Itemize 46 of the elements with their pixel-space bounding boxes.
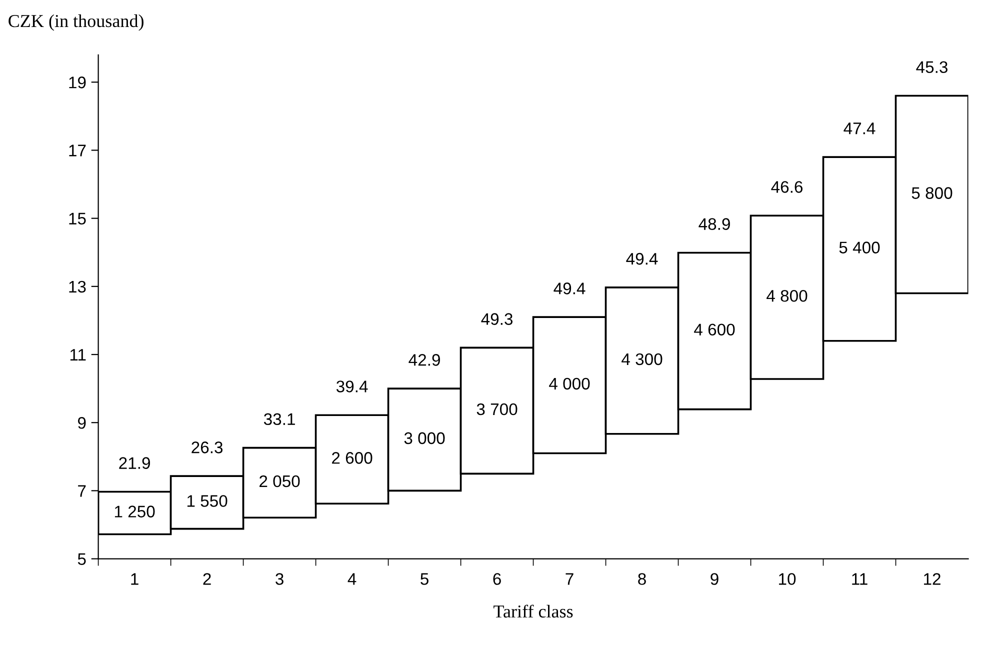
annotation: 5 800 (912, 187, 952, 199)
annotation: 48.9 (698, 218, 730, 230)
x-tick-label: 11 (852, 573, 868, 585)
annotation: 49.4 (554, 282, 586, 294)
x-tick-label: 1 (131, 573, 138, 585)
y-tick-label: 11 (70, 349, 86, 361)
x-tick-label: 2 (203, 573, 211, 585)
annotation: 39.4 (336, 380, 368, 392)
x-tick-label: 9 (710, 573, 718, 585)
y-tick-label: 7 (78, 485, 86, 497)
y-axis-title: CZK (in thousand) (8, 14, 144, 31)
annotation: 33.1 (264, 413, 295, 426)
annotation: 4 800 (766, 290, 808, 302)
x-axis-title: Tariff class (494, 604, 573, 618)
annotation: 26.3 (192, 442, 223, 454)
annotation: 1 250 (114, 506, 155, 518)
annotation: 4 300 (622, 353, 662, 366)
y-tick-label: 5 (78, 553, 86, 565)
x-tick-label: 3 (276, 573, 284, 585)
annotation: 21.9 (119, 457, 150, 469)
annotation: 1 550 (187, 495, 228, 507)
x-tick-label: 10 (779, 573, 796, 585)
annotation: 47.4 (844, 122, 876, 134)
annotation: 49.4 (626, 252, 658, 265)
x-tick-label: 6 (493, 573, 501, 585)
annotation: 49.3 (481, 313, 513, 325)
y-tick-label: 17 (69, 144, 86, 156)
x-tick-label: 4 (348, 573, 356, 585)
annotation: 3 000 (404, 432, 445, 444)
annotation: 4 000 (549, 378, 590, 390)
annotation: 46.6 (771, 181, 802, 193)
x-tick-label: 8 (638, 573, 646, 585)
y-tick-label: 19 (69, 76, 86, 88)
annotation: 42.9 (408, 354, 440, 366)
y-tick-label: 15 (69, 212, 86, 225)
annotation: 2 600 (332, 452, 372, 464)
x-tick-label: 5 (420, 573, 428, 585)
y-tick-label: 9 (78, 417, 86, 429)
annotation: 3 700 (476, 403, 518, 416)
y-tick-label: 13 (69, 280, 86, 293)
annotation: 4 600 (694, 324, 735, 336)
x-tick-label: 7 (566, 573, 574, 585)
x-tick-label: 12 (924, 573, 940, 585)
annotation: 45.3 (916, 61, 948, 74)
annotation: 5 400 (839, 242, 880, 254)
annotation: 2 050 (260, 475, 300, 488)
